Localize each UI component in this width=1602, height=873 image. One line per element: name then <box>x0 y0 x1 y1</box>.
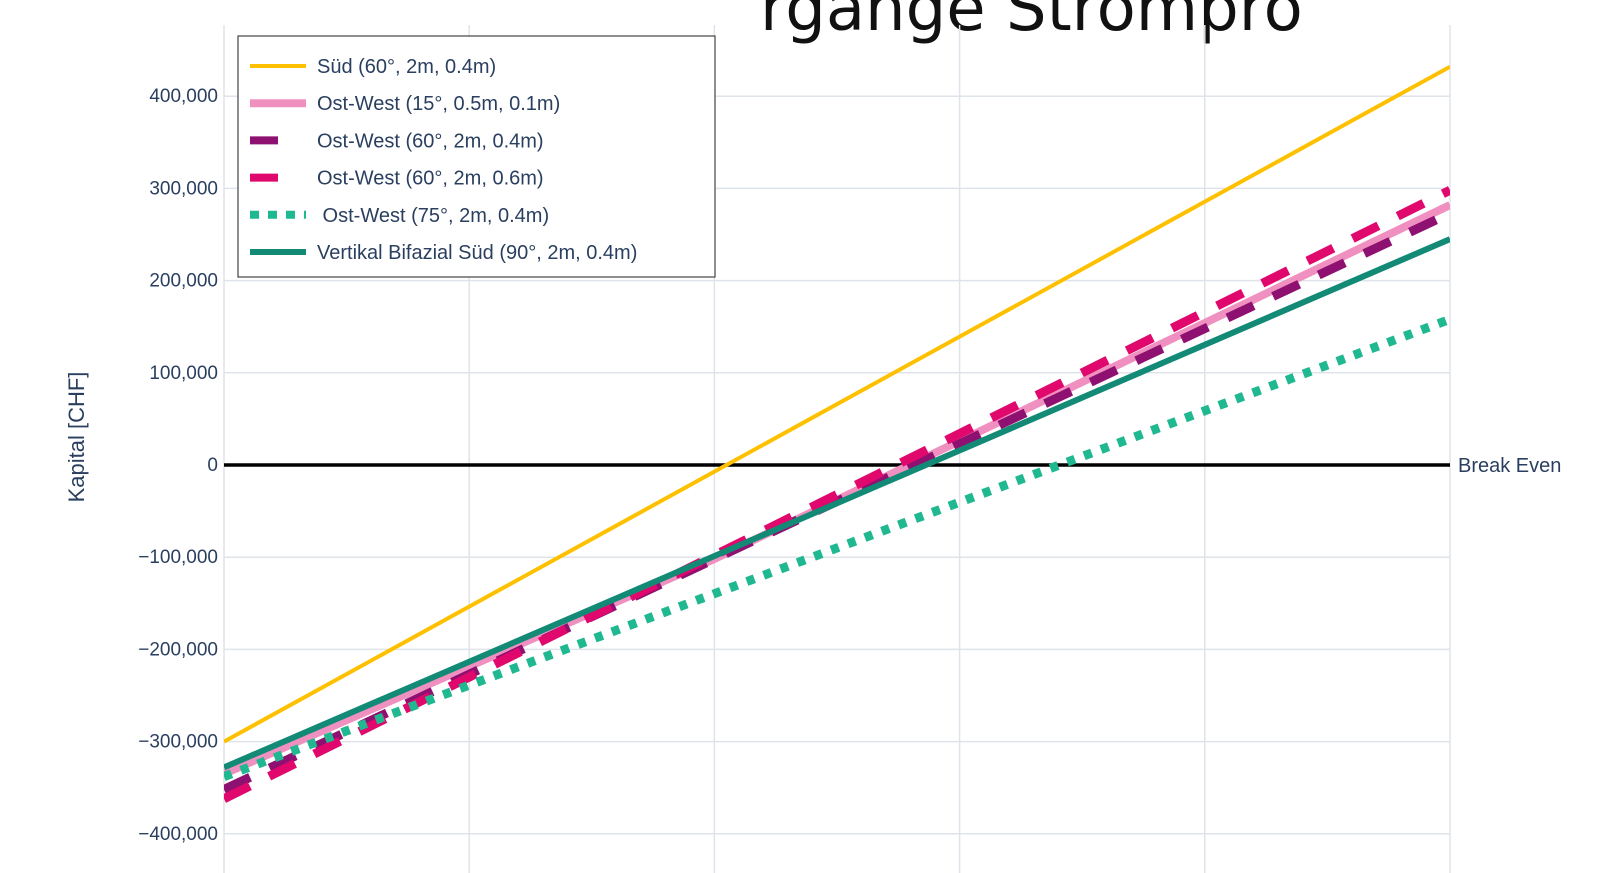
break-even-label: Break Even <box>1458 455 1561 477</box>
series-lines <box>224 64 1450 803</box>
legend-box <box>237 35 716 278</box>
break-even-layer: Break Even <box>224 455 1561 477</box>
y-tick-label: −200,000 <box>138 639 218 660</box>
legend-label-5: Vertikal Bifazial Süd (90°, 2m, 0.4m) <box>317 242 637 264</box>
y-tick-label: −300,000 <box>138 732 218 753</box>
legend-label-0: Süd (60°, 2m, 0.4m) <box>317 56 496 78</box>
legend-label-2: Ost-West (60°, 2m, 0.4m) <box>317 130 544 152</box>
legend-label-1: Ost-West (15°, 0.5m, 0.1m) <box>317 93 560 115</box>
y-tick-label: −400,000 <box>138 824 218 845</box>
chart-title-fragment: rgänge Strompro <box>760 0 1303 46</box>
legend: Süd (60°, 2m, 0.4m) Ost-West (15°, 0.5m, … <box>237 35 716 278</box>
series-line-0 <box>224 64 1450 744</box>
legend-label-4: Ost-West (75°, 2m, 0.4m) <box>317 205 549 227</box>
series-line-3 <box>224 186 1450 803</box>
y-axis-ticks: 400,000 300,000 200,000 100,000 0 −100,000 −20… <box>138 86 218 845</box>
y-axis-title: Kapital [CHF] <box>64 372 89 503</box>
legend-label-3: Ost-West (60°, 2m, 0.6m) <box>317 168 544 190</box>
series-line-5 <box>224 236 1450 771</box>
y-tick-label: 300,000 <box>149 178 218 199</box>
series-line-4 <box>224 315 1450 781</box>
y-tick-label: 200,000 <box>149 271 218 292</box>
y-tick-label: 400,000 <box>149 86 218 107</box>
y-tick-label: 100,000 <box>149 363 218 384</box>
y-tick-label: −100,000 <box>138 547 218 568</box>
y-tick-label: 0 <box>207 455 218 476</box>
